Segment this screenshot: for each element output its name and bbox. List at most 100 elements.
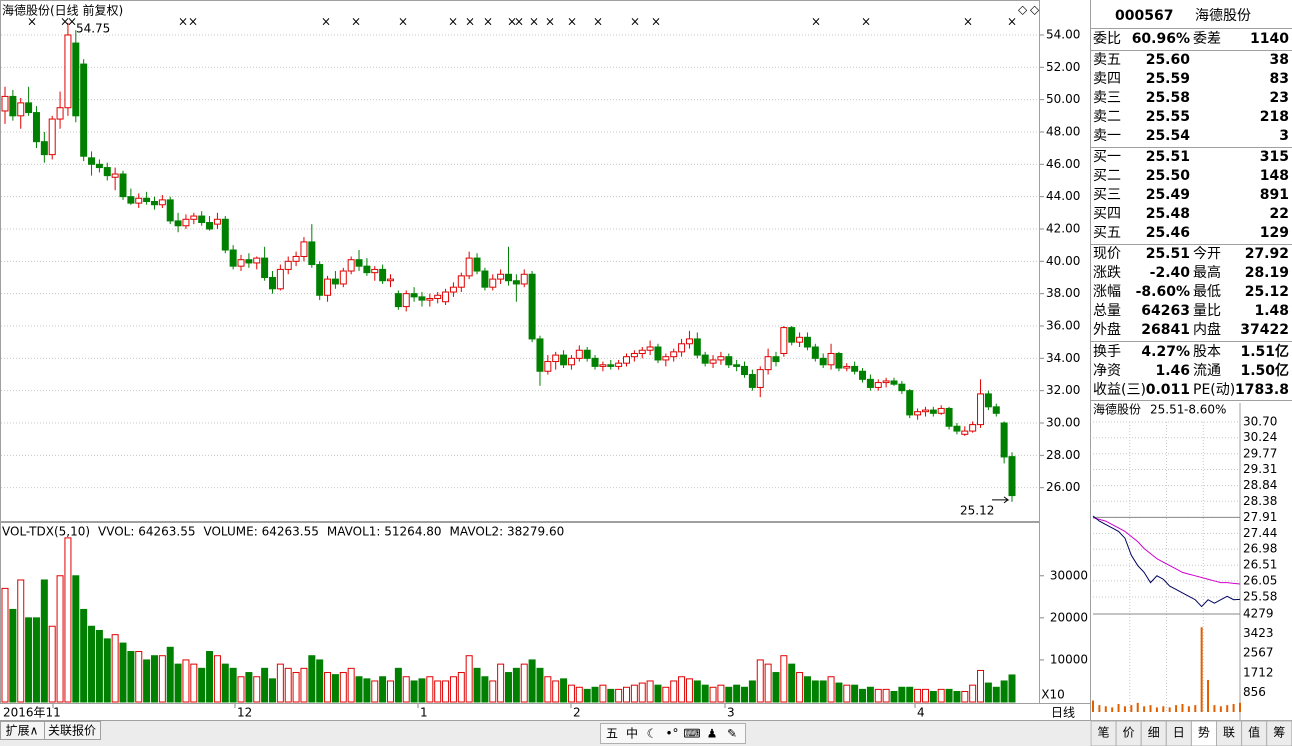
candle-body [945,407,953,427]
y-tick-label: 44.00 [1046,189,1080,203]
tab[interactable] [1140,720,1167,746]
volume-bar [945,688,953,703]
y-tick-label: 26.51 [1243,558,1277,572]
candle-body [119,173,127,198]
volume-bar [497,663,505,703]
volume-bar [465,655,473,703]
volume-bar [953,690,961,703]
volume-bar [339,672,347,703]
book-label: 卖二 [1093,109,1121,125]
candle-body [866,378,874,388]
book-qty: 129 [1260,225,1289,241]
candle-body [969,424,977,432]
toolbar-icon[interactable]: ⌨ [683,727,700,741]
toolbar-icon[interactable]: ♟ [707,727,718,741]
volume-bar [386,680,394,703]
candle-body [481,270,489,288]
volume-bar [544,676,552,703]
tab-label[interactable]: 细 [1148,726,1160,740]
intraday-volume [1168,707,1171,712]
volume-bar [528,659,536,703]
candle-body [386,278,394,282]
y-tick-label: 50.00 [1046,92,1080,106]
candle-body [741,365,749,375]
toolbar-label[interactable]: 关联报价 [48,723,96,738]
signal-marker: × [861,15,871,29]
toolbar-icon[interactable]: ✎ [727,727,737,741]
tab[interactable] [1266,720,1292,746]
candle-body [40,141,48,156]
tab-label[interactable]: 值 [1248,725,1260,740]
candle-body [575,349,583,359]
book-label: 卖五 [1093,52,1121,68]
volume-bar [182,659,190,703]
candle-body [371,268,379,274]
candle-body [1008,456,1016,497]
volume-bar [316,659,324,703]
candle-body [426,298,434,301]
candle-body [143,197,151,203]
tab-label[interactable]: 势 [1198,726,1210,740]
y-tick-label: 28.84 [1243,478,1277,492]
volume-bar [103,638,111,703]
y-tick-label: 20000 [1050,610,1088,624]
value: 27.92 [1245,246,1289,262]
toolbar-icon[interactable]: •° [665,727,678,741]
book-price: 25.48 [1146,206,1190,222]
candle-body [678,343,686,353]
volume-bar [394,667,402,703]
volume-bar [1000,680,1008,703]
volume-bar [355,676,363,703]
volume-bar [324,672,332,703]
intraday-volume [1104,706,1107,712]
candle-body [906,390,914,416]
value: 26841 [1141,322,1190,338]
toolbar-icon[interactable]: ☾ [647,727,658,741]
volume-bar [158,655,166,703]
signal-marker: × [178,15,188,29]
book-price: 25.54 [1146,128,1191,144]
candle-body [363,265,371,274]
intraday-volume [1130,705,1133,712]
candle-body [80,63,88,157]
value: 25.12 [1245,284,1289,300]
tab-label[interactable]: 笔 [1097,725,1109,740]
diamond[interactable]: ◇ [1018,3,1028,17]
book-label: 卖三 [1093,90,1121,106]
y-tick-label: 26.05 [1243,573,1277,587]
tab-label[interactable]: 价 [1123,726,1135,740]
volume-bar [607,688,615,703]
toolbar-icon[interactable]: 五 [606,727,618,741]
value: 1783.8 [1235,382,1289,398]
tab-label[interactable]: 联 [1223,726,1235,740]
signal-marker: × [448,15,458,29]
y-tick-label: 52.00 [1046,60,1080,74]
volume-bar [135,651,143,703]
volume-bar [623,686,631,703]
signal-marker: × [630,15,640,29]
tab[interactable] [1090,720,1117,746]
toolbar-icon[interactable]: 中 [626,726,638,741]
intraday-volume [1194,705,1197,712]
volume-bar [1008,674,1016,703]
candle-body [221,218,229,251]
candle-body [977,393,985,426]
candle-body [261,257,269,278]
icon-bar [600,723,746,744]
tab-label[interactable]: 筹 [1273,726,1285,740]
tab-label[interactable]: 日 [1173,726,1185,740]
y-tick-label: 26.98 [1243,542,1277,556]
candle-body [284,260,292,270]
volume-bar [292,672,300,703]
toolbar-button[interactable] [44,721,101,740]
candle-body [811,346,819,359]
candle-body [237,259,245,267]
candle-body [803,336,811,348]
toolbar-label[interactable]: 扩展∧ [6,724,39,738]
tab[interactable] [1115,720,1142,746]
signal-marker: × [188,15,198,29]
candle-body [772,356,780,363]
diamond[interactable]: ◇ [1030,3,1040,17]
book-price: 25.58 [1146,90,1190,106]
